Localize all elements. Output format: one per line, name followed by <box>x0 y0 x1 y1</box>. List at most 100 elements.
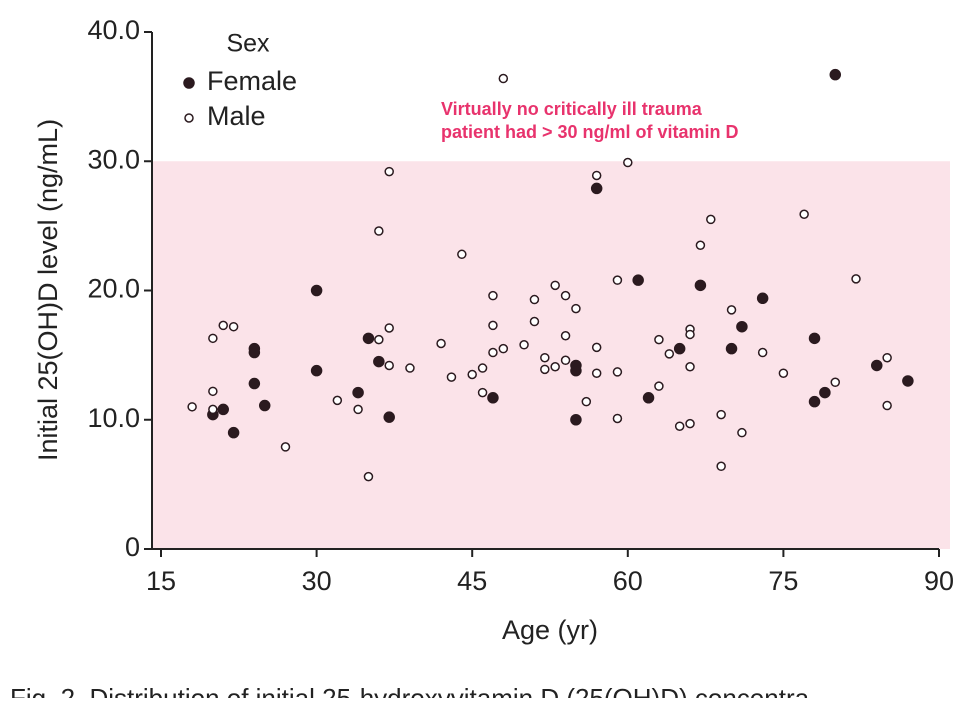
x-tick-label: 45 <box>457 566 487 596</box>
series-male <box>187 73 892 482</box>
legend-label: Male <box>207 101 266 131</box>
data-point <box>310 364 323 377</box>
x-tick-label: 30 <box>302 566 332 596</box>
data-point <box>487 392 499 404</box>
legend-marker <box>183 77 195 89</box>
data-point <box>570 364 582 377</box>
data-point <box>685 418 695 429</box>
data-point <box>374 334 384 345</box>
data-point <box>851 274 861 284</box>
data-point <box>208 386 218 397</box>
data-point <box>725 342 738 355</box>
data-point <box>467 369 477 380</box>
data-point <box>374 226 384 236</box>
data-point <box>446 372 457 382</box>
data-point <box>642 392 655 404</box>
data-point <box>498 73 509 84</box>
data-point <box>591 170 602 181</box>
data-point <box>685 362 695 372</box>
data-point <box>799 209 809 219</box>
y-tick-label: 40.0 <box>87 15 140 45</box>
data-point <box>248 377 261 390</box>
data-point <box>882 352 892 363</box>
data-point <box>373 355 385 368</box>
data-point <box>571 303 581 314</box>
data-point <box>436 338 446 349</box>
data-point <box>488 320 498 331</box>
data-point <box>248 346 261 359</box>
data-point <box>227 426 240 439</box>
data-point <box>871 359 883 372</box>
y-tick-label: 30.0 <box>87 144 140 174</box>
data-point <box>612 275 623 285</box>
data-point <box>529 294 540 305</box>
annotation: patient had > 30 ng/ml of vitamin D <box>441 122 739 142</box>
legend-title: Sex <box>226 30 270 58</box>
data-point <box>632 274 644 286</box>
y-axis-label: Initial 25(OH)D level (ng/mL) <box>33 119 63 461</box>
data-point <box>457 249 467 260</box>
data-point <box>258 399 271 412</box>
data-point <box>228 321 239 332</box>
data-point <box>384 166 394 177</box>
data-point <box>353 404 363 415</box>
data-point <box>829 68 842 81</box>
data-point <box>726 305 737 315</box>
data-point <box>362 332 375 345</box>
data-point <box>570 414 582 426</box>
legend-marker <box>184 113 194 123</box>
data-point <box>757 347 768 358</box>
data-point <box>332 395 343 406</box>
data-point <box>352 386 364 399</box>
data-point <box>519 340 529 350</box>
x-axis-label: Age (yr) <box>502 615 598 645</box>
data-point <box>550 362 560 372</box>
x-tick-label: 75 <box>768 566 798 596</box>
data-point <box>694 279 707 292</box>
data-point <box>208 333 218 344</box>
y-tick-label: 10.0 <box>87 403 140 433</box>
data-point <box>208 404 218 415</box>
data-point <box>590 182 603 195</box>
data-point <box>685 329 695 340</box>
data-point <box>673 342 686 355</box>
x-tick-label: 15 <box>146 566 176 596</box>
data-point <box>498 343 509 354</box>
data-point <box>405 363 415 373</box>
data-point <box>882 400 892 411</box>
data-point <box>560 330 571 341</box>
data-point <box>591 342 602 353</box>
data-point <box>830 377 841 388</box>
data-point <box>310 284 323 297</box>
data-point <box>695 240 706 251</box>
caption: Fig. 2. Distribution of initial 25-hydro… <box>10 683 810 698</box>
data-point <box>560 355 571 366</box>
data-point <box>187 402 197 412</box>
data-point <box>591 368 602 378</box>
data-point <box>384 360 394 371</box>
y-tick-label: 0 <box>125 532 140 562</box>
data-point <box>217 403 229 416</box>
data-point <box>581 396 592 407</box>
x-tick-label: 90 <box>924 566 954 596</box>
data-point <box>218 320 228 331</box>
data-point <box>529 316 540 327</box>
legend-label: Female <box>207 66 297 96</box>
data-point <box>778 368 789 378</box>
y-tick-label: 20.0 <box>87 274 140 304</box>
data-point <box>819 386 831 399</box>
data-point <box>808 332 821 345</box>
x-tick-label: 60 <box>613 566 643 596</box>
data-point <box>477 387 488 398</box>
data-point <box>280 442 291 452</box>
data-point <box>654 334 664 345</box>
data-point <box>488 347 498 358</box>
data-point <box>550 280 560 291</box>
data-point <box>540 364 550 375</box>
data-point <box>674 421 685 431</box>
shaded-region <box>152 161 950 549</box>
data-point <box>477 363 488 373</box>
data-point <box>612 367 623 377</box>
data-point <box>384 323 394 333</box>
